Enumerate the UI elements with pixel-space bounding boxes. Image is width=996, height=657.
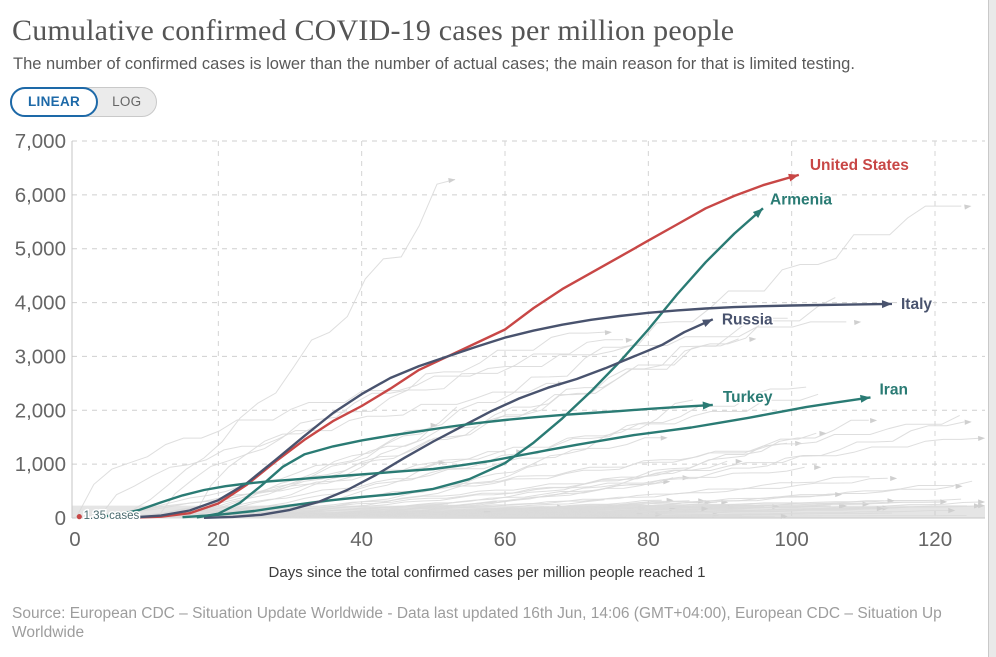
source-note: Source: European CDC – Situation Update … — [12, 604, 992, 643]
series-arrow-russia — [702, 319, 713, 328]
background-line-arrow — [604, 330, 612, 336]
background-line-arrow — [430, 422, 438, 428]
background-line-arrow — [964, 419, 972, 425]
background-line-arrow — [780, 513, 788, 519]
background-line-arrow — [448, 178, 456, 184]
y-tick-label: 1,000 — [15, 453, 66, 476]
source-line-2: Worldwide — [12, 624, 85, 642]
background-country-line — [189, 432, 817, 519]
background-line-arrow — [964, 204, 972, 210]
background-line-arrow — [978, 499, 986, 505]
series-label-armenia: Armenia — [770, 191, 832, 208]
background-line-arrow — [876, 505, 884, 512]
scale-toggle: LINEAR LOG — [10, 87, 158, 117]
background-country-line — [142, 508, 878, 519]
covid-line-chart[interactable]: United States Armenia Italy Russia Turkey Ira… — [0, 128, 996, 588]
background-line-arrow — [890, 475, 898, 482]
log-button[interactable]: LOG — [97, 88, 156, 116]
scrollbar-track[interactable] — [988, 0, 996, 657]
background-country-line — [114, 179, 456, 519]
series-label-turkey: Turkey — [723, 389, 773, 406]
annotation-first-case: 1.35 cases — [84, 510, 140, 522]
series-label-united-states: United States — [810, 157, 909, 174]
background-country-line — [129, 424, 435, 519]
background-line-arrow — [973, 503, 982, 509]
x-tick-label: 40 — [350, 528, 373, 551]
background-country-line — [190, 205, 962, 519]
series-arrow-turkey — [702, 401, 713, 410]
x-tick-label: 100 — [775, 528, 809, 551]
y-tick-label: 6,000 — [15, 184, 66, 207]
background-line-arrow — [701, 506, 709, 512]
x-tick-label: 60 — [494, 528, 517, 551]
background-country-line — [75, 321, 847, 519]
background-line-arrow — [749, 336, 757, 343]
series-line-russia[interactable] — [203, 318, 714, 519]
x-tick-label: 20 — [207, 528, 230, 551]
series-line-iran[interactable] — [96, 396, 871, 519]
series-arrow-iran — [860, 394, 871, 403]
linear-button[interactable]: LINEAR — [10, 87, 99, 117]
annotation-dot — [76, 514, 82, 520]
series-line-united-states[interactable] — [132, 173, 800, 519]
background-line-arrow — [978, 435, 986, 442]
background-line-arrow — [625, 337, 633, 343]
y-tick-label: 2,000 — [15, 399, 66, 422]
y-tick-label: 7,000 — [15, 130, 66, 153]
background-country-line — [156, 339, 623, 519]
background-country-line — [192, 331, 606, 519]
background-line-arrow — [940, 499, 948, 505]
x-tick-label: 80 — [637, 528, 660, 551]
page-subtitle: The number of confirmed cases is lower t… — [13, 55, 855, 73]
y-tick-label: 0 — [55, 507, 66, 530]
series-label-russia: Russia — [722, 311, 773, 328]
background-line-arrow — [978, 503, 986, 509]
background-line-arrow — [814, 464, 822, 471]
y-tick-label: 5,000 — [15, 238, 66, 261]
series-label-italy: Italy — [901, 296, 932, 313]
series-arrow-armenia — [752, 208, 764, 218]
background-line-arrow — [735, 458, 743, 465]
background-line-arrow — [870, 418, 878, 424]
x-axis-title: Days since the total confirmed cases per… — [269, 564, 706, 581]
background-line-arrow — [955, 483, 963, 489]
background-line-arrow — [660, 435, 668, 441]
series-line-armenia[interactable] — [182, 207, 764, 519]
background-country-line — [83, 437, 980, 519]
x-tick-label: 0 — [69, 528, 80, 551]
x-tick-label: 120 — [918, 528, 952, 551]
background-line-arrow — [819, 430, 827, 437]
series-line-italy[interactable] — [132, 302, 893, 519]
background-country-line — [160, 317, 788, 519]
series-arrow-italy — [881, 300, 893, 309]
series-arrow-united-states — [788, 173, 799, 182]
background-country-line — [83, 393, 819, 519]
background-country-line — [160, 437, 663, 519]
page-title: Cumulative confirmed COVID-19 cases per … — [12, 14, 735, 47]
background-line-arrow — [948, 507, 956, 514]
y-tick-label: 3,000 — [15, 345, 66, 368]
background-line-arrow — [853, 319, 862, 326]
background-country-line — [98, 382, 565, 519]
y-tick-label: 4,000 — [15, 292, 66, 315]
background-country-line — [98, 406, 458, 519]
background-line-arrow — [835, 491, 843, 498]
series-label-iran: Iran — [880, 381, 908, 398]
source-line-1: Source: European CDC – Situation Update … — [12, 605, 942, 622]
